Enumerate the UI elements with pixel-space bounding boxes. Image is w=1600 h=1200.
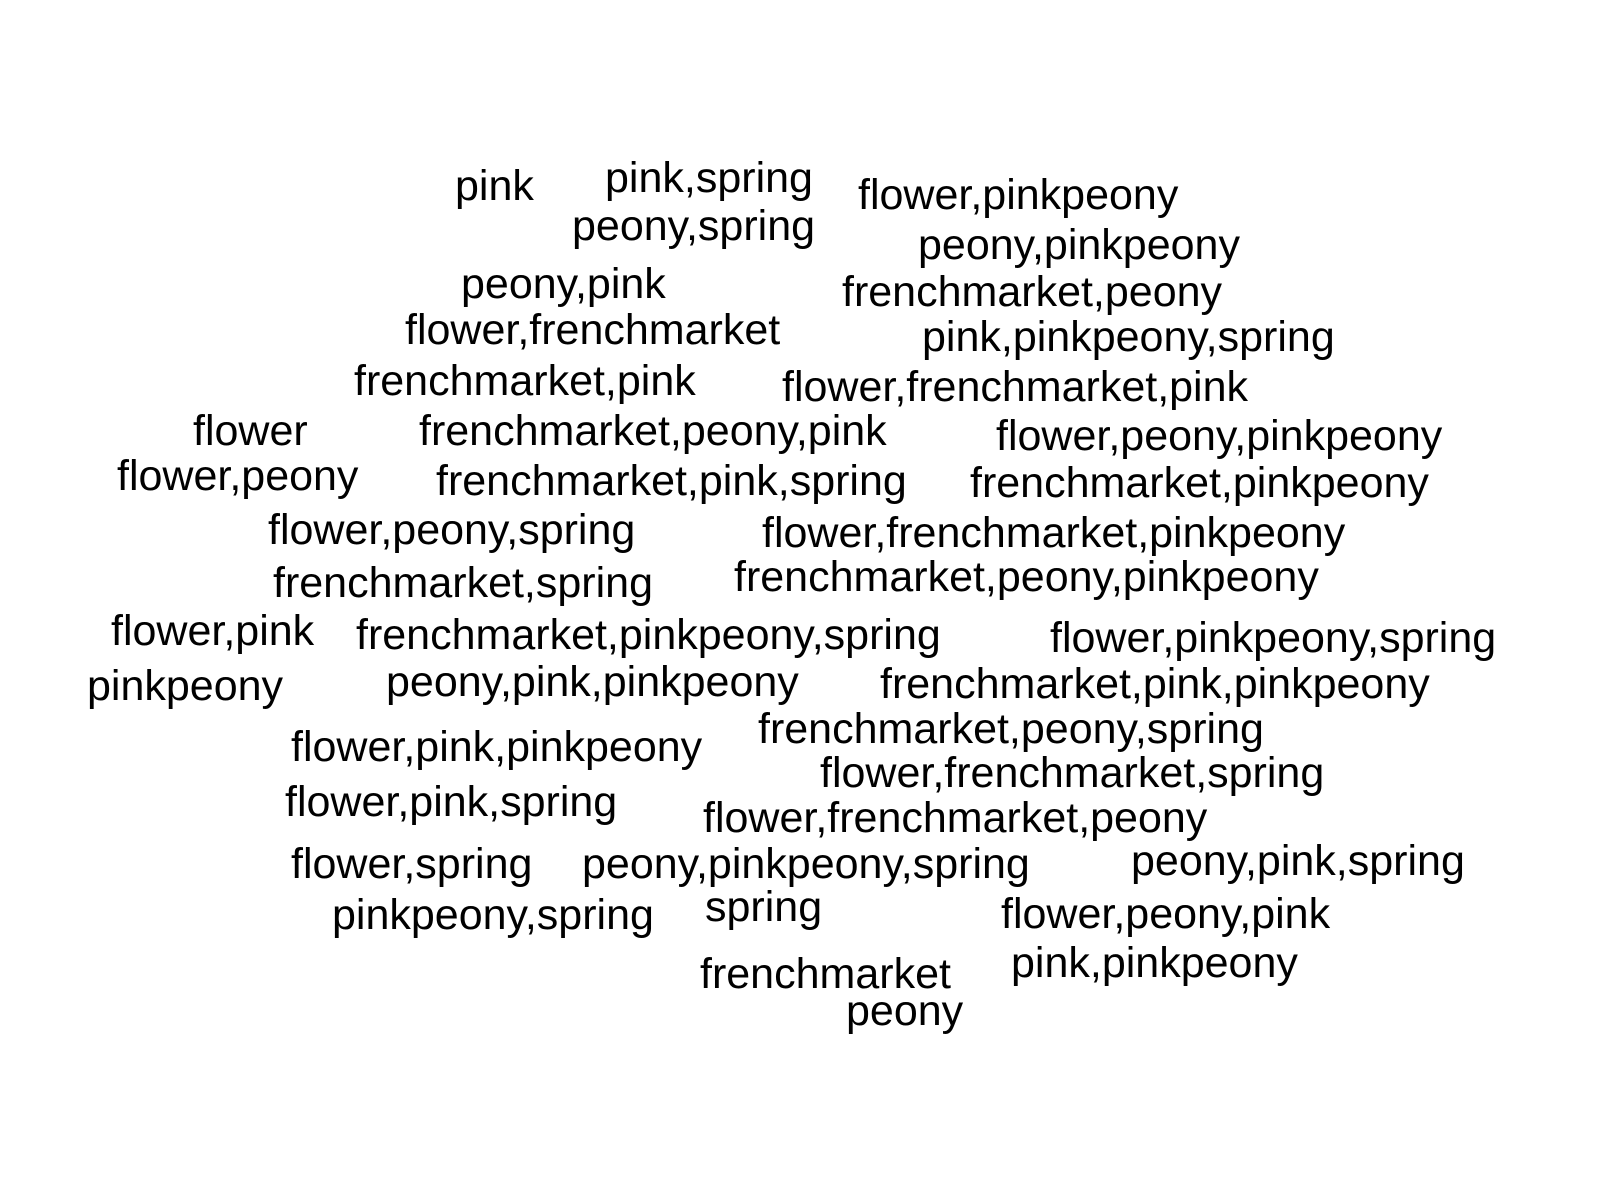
word-17: flower,peony,spring (268, 506, 636, 554)
word-35: pinkpeony,spring (332, 891, 654, 939)
word-1: pink,spring (605, 154, 813, 202)
word-23: flower,pinkpeony,spring (1050, 614, 1497, 662)
word-8: pink,pinkpeony,spring (922, 313, 1335, 361)
word-24: pinkpeony (87, 662, 284, 710)
word-18: flower,frenchmarket,pinkpeony (762, 509, 1346, 557)
word-31: flower,frenchmarket,peony (703, 794, 1208, 842)
word-11: flower (193, 407, 308, 455)
word-3: peony,spring (572, 202, 816, 250)
word-27: flower,pink,pinkpeony (291, 723, 703, 771)
word-39: pink,pinkpeony (1011, 939, 1298, 987)
word-29: flower,frenchmarket,spring (820, 749, 1325, 797)
word-14: flower,peony (117, 452, 359, 500)
word-9: frenchmarket,pink (354, 357, 696, 405)
word-7: flower,frenchmarket (405, 306, 781, 354)
word-25: peony,pink,pinkpeony (386, 658, 799, 706)
word-32: flower,spring (291, 840, 533, 888)
word-20: frenchmarket,peony,pinkpeony (734, 553, 1319, 601)
word-6: frenchmarket,peony (842, 268, 1223, 316)
word-21: flower,pink (111, 607, 315, 655)
word-22: frenchmarket,pinkpeony,spring (356, 611, 941, 659)
word-34: peony,pink,spring (1131, 837, 1465, 885)
word-19: frenchmarket,spring (273, 559, 653, 607)
word-37: flower,peony,pink (1001, 890, 1331, 938)
word-30: flower,pink,spring (285, 778, 618, 826)
word-36: spring (705, 883, 823, 931)
word-16: frenchmarket,pinkpeony (970, 459, 1429, 507)
word-2: flower,pinkpeony (858, 171, 1179, 219)
word-38: frenchmarket (700, 950, 951, 998)
word-26: frenchmarket,pink,pinkpeony (880, 660, 1430, 708)
word-15: frenchmarket,pink,spring (436, 457, 907, 505)
word-12: frenchmarket,peony,pink (419, 407, 887, 455)
word-4: peony,pinkpeony (918, 221, 1240, 269)
word-10: flower,frenchmarket,pink (782, 363, 1249, 411)
word-0: pink (455, 162, 534, 210)
word-40: peony (846, 987, 964, 1035)
word-28: frenchmarket,peony,spring (758, 705, 1264, 753)
word-5: peony,pink (461, 260, 666, 308)
word-33: peony,pinkpeony,spring (582, 840, 1030, 888)
word-13: flower,peony,pinkpeony (996, 412, 1443, 460)
